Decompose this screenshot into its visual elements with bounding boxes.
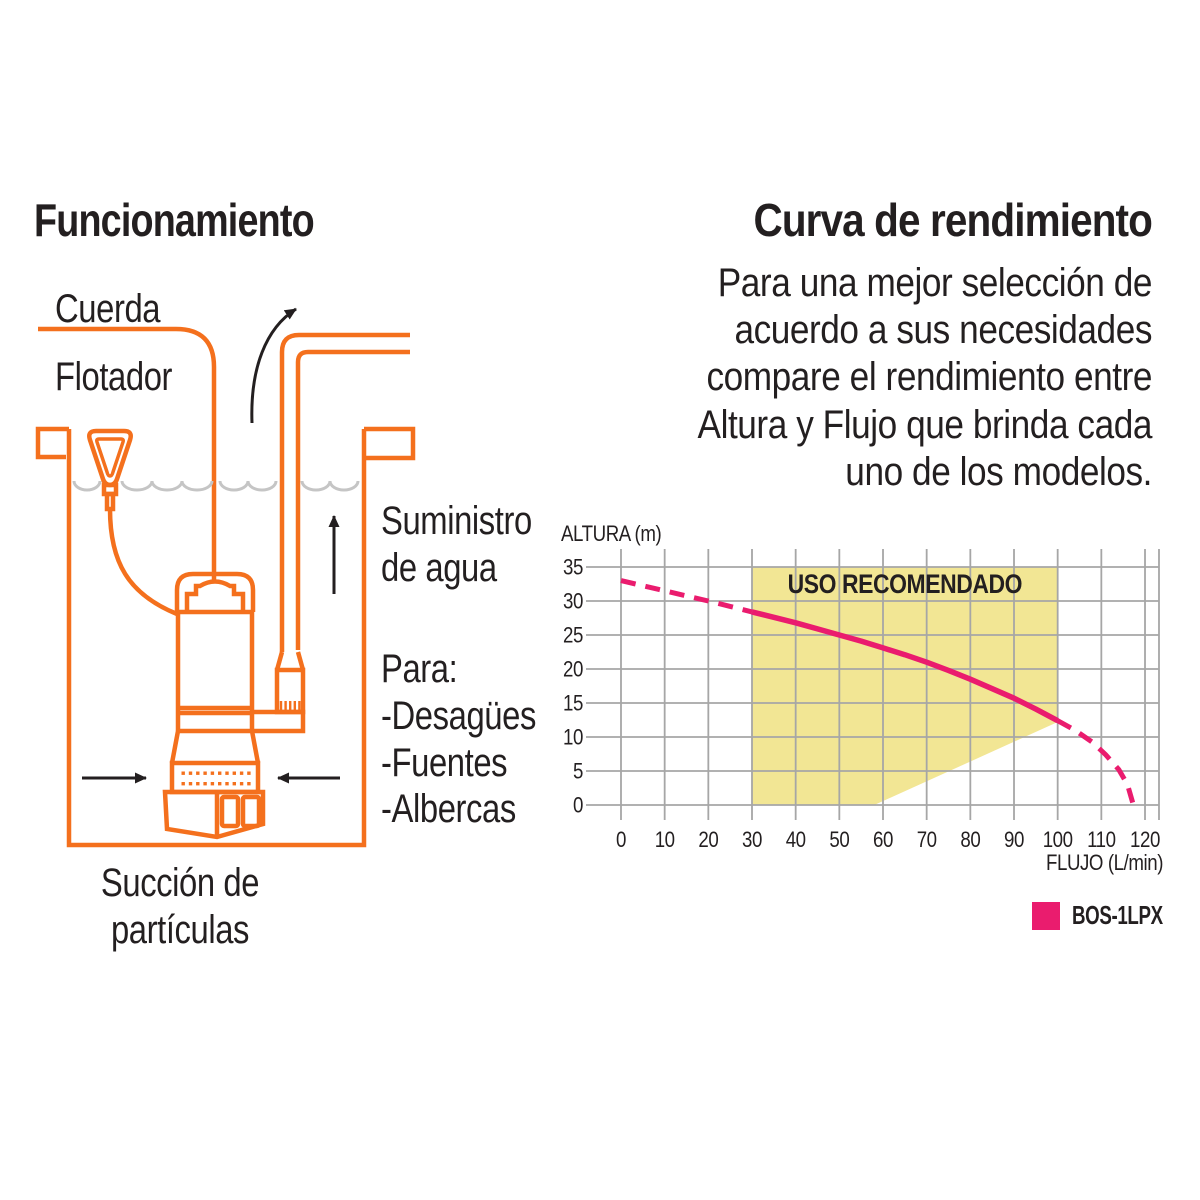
- strainer-hole: [225, 771, 229, 775]
- strainer-hole: [188, 771, 193, 775]
- x-tick-label: 100: [1043, 829, 1073, 853]
- x-tick-label: 20: [698, 829, 718, 853]
- strainer-hole: [232, 771, 236, 775]
- strainer-hole: [181, 782, 185, 786]
- curve-dashed-segment: [1056, 718, 1136, 804]
- y-tick-label: 35: [563, 556, 583, 580]
- strainer-hole: [218, 771, 222, 775]
- float-label: Flotador: [55, 355, 173, 399]
- pump-body: [162, 571, 266, 840]
- strainer-holes: [181, 771, 251, 786]
- x-tick-label: 70: [917, 829, 937, 853]
- left-section-title: Funcionamiento: [34, 194, 315, 246]
- y-tick-label: 5: [573, 760, 583, 784]
- x-tick-label: 110: [1087, 829, 1116, 853]
- coupling-ribs: [279, 701, 301, 710]
- grid: [586, 549, 1160, 820]
- x-tick-label: 10: [655, 829, 675, 853]
- suction-label: Succión de partículas: [100, 861, 260, 952]
- intro-paragraph: Para una mejor selección de acuerdo a su…: [697, 261, 1153, 494]
- right-section-title: Curva de rendimiento: [753, 194, 1152, 246]
- flow-arrows: [82, 307, 340, 784]
- uses-label: Para: -Desagües -Fuentes -Albercas: [381, 647, 536, 832]
- x-tick-label: 90: [1004, 829, 1024, 853]
- strainer-hole: [210, 771, 215, 775]
- curve-solid-segment: [751, 609, 1059, 724]
- strainer-hole: [181, 771, 185, 775]
- x-tick-label: 30: [742, 829, 762, 853]
- y-axis-label: ALTURA (m): [561, 523, 661, 547]
- rope-line: [38, 326, 217, 580]
- water-line: [72, 480, 360, 492]
- strainer-hole: [247, 771, 251, 775]
- y-tick-label: 30: [563, 590, 583, 614]
- strainer-hole: [239, 771, 244, 775]
- strainer-hole: [203, 782, 207, 786]
- recommended-zone-label: USO RECOMENDADO: [788, 569, 1023, 599]
- y-tick-label: 10: [563, 726, 583, 750]
- recommended-zone: [752, 567, 1058, 805]
- outflow-arrow: [250, 307, 297, 424]
- strainer-hole: [247, 782, 251, 786]
- rope-label: Cuerda: [55, 287, 161, 331]
- strainer-hole: [239, 782, 244, 786]
- x-tick-label: 50: [829, 829, 849, 853]
- tank: [35, 426, 416, 848]
- y-tick-label: 0: [573, 794, 583, 818]
- x-tick-label: 120: [1130, 829, 1160, 853]
- x-tick-label: 80: [960, 829, 980, 853]
- x-tick-label: 60: [873, 829, 893, 853]
- strainer-hole: [196, 771, 200, 775]
- strainer-hole: [196, 782, 200, 786]
- strainer-hole: [210, 782, 215, 786]
- strainer-hole: [203, 771, 207, 775]
- x-tick-label: 0: [616, 829, 626, 853]
- y-tick-label: 20: [563, 658, 583, 682]
- legend-swatch: [1032, 902, 1060, 930]
- legend-label: BOS-1LPX: [1072, 900, 1163, 930]
- x-tick-label: 40: [786, 829, 806, 853]
- strainer-hole: [232, 782, 236, 786]
- strainer-hole: [188, 782, 193, 786]
- x-axis-label: FLUJO (L/min): [1046, 852, 1163, 876]
- y-tick-label: 25: [563, 624, 583, 648]
- y-tick-label: 15: [563, 692, 583, 716]
- pump-diagram: [35, 326, 416, 848]
- curve-dashed-segment: [620, 578, 753, 615]
- discharge-pipe: [252, 332, 410, 734]
- float-cable: [107, 508, 178, 617]
- water-supply-label: Suministro de agua: [381, 499, 532, 590]
- strainer-hole: [225, 782, 229, 786]
- strainer-hole: [218, 782, 222, 786]
- float-switch: [87, 428, 178, 617]
